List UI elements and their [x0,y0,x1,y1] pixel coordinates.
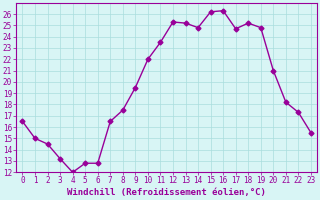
X-axis label: Windchill (Refroidissement éolien,°C): Windchill (Refroidissement éolien,°C) [67,188,266,197]
